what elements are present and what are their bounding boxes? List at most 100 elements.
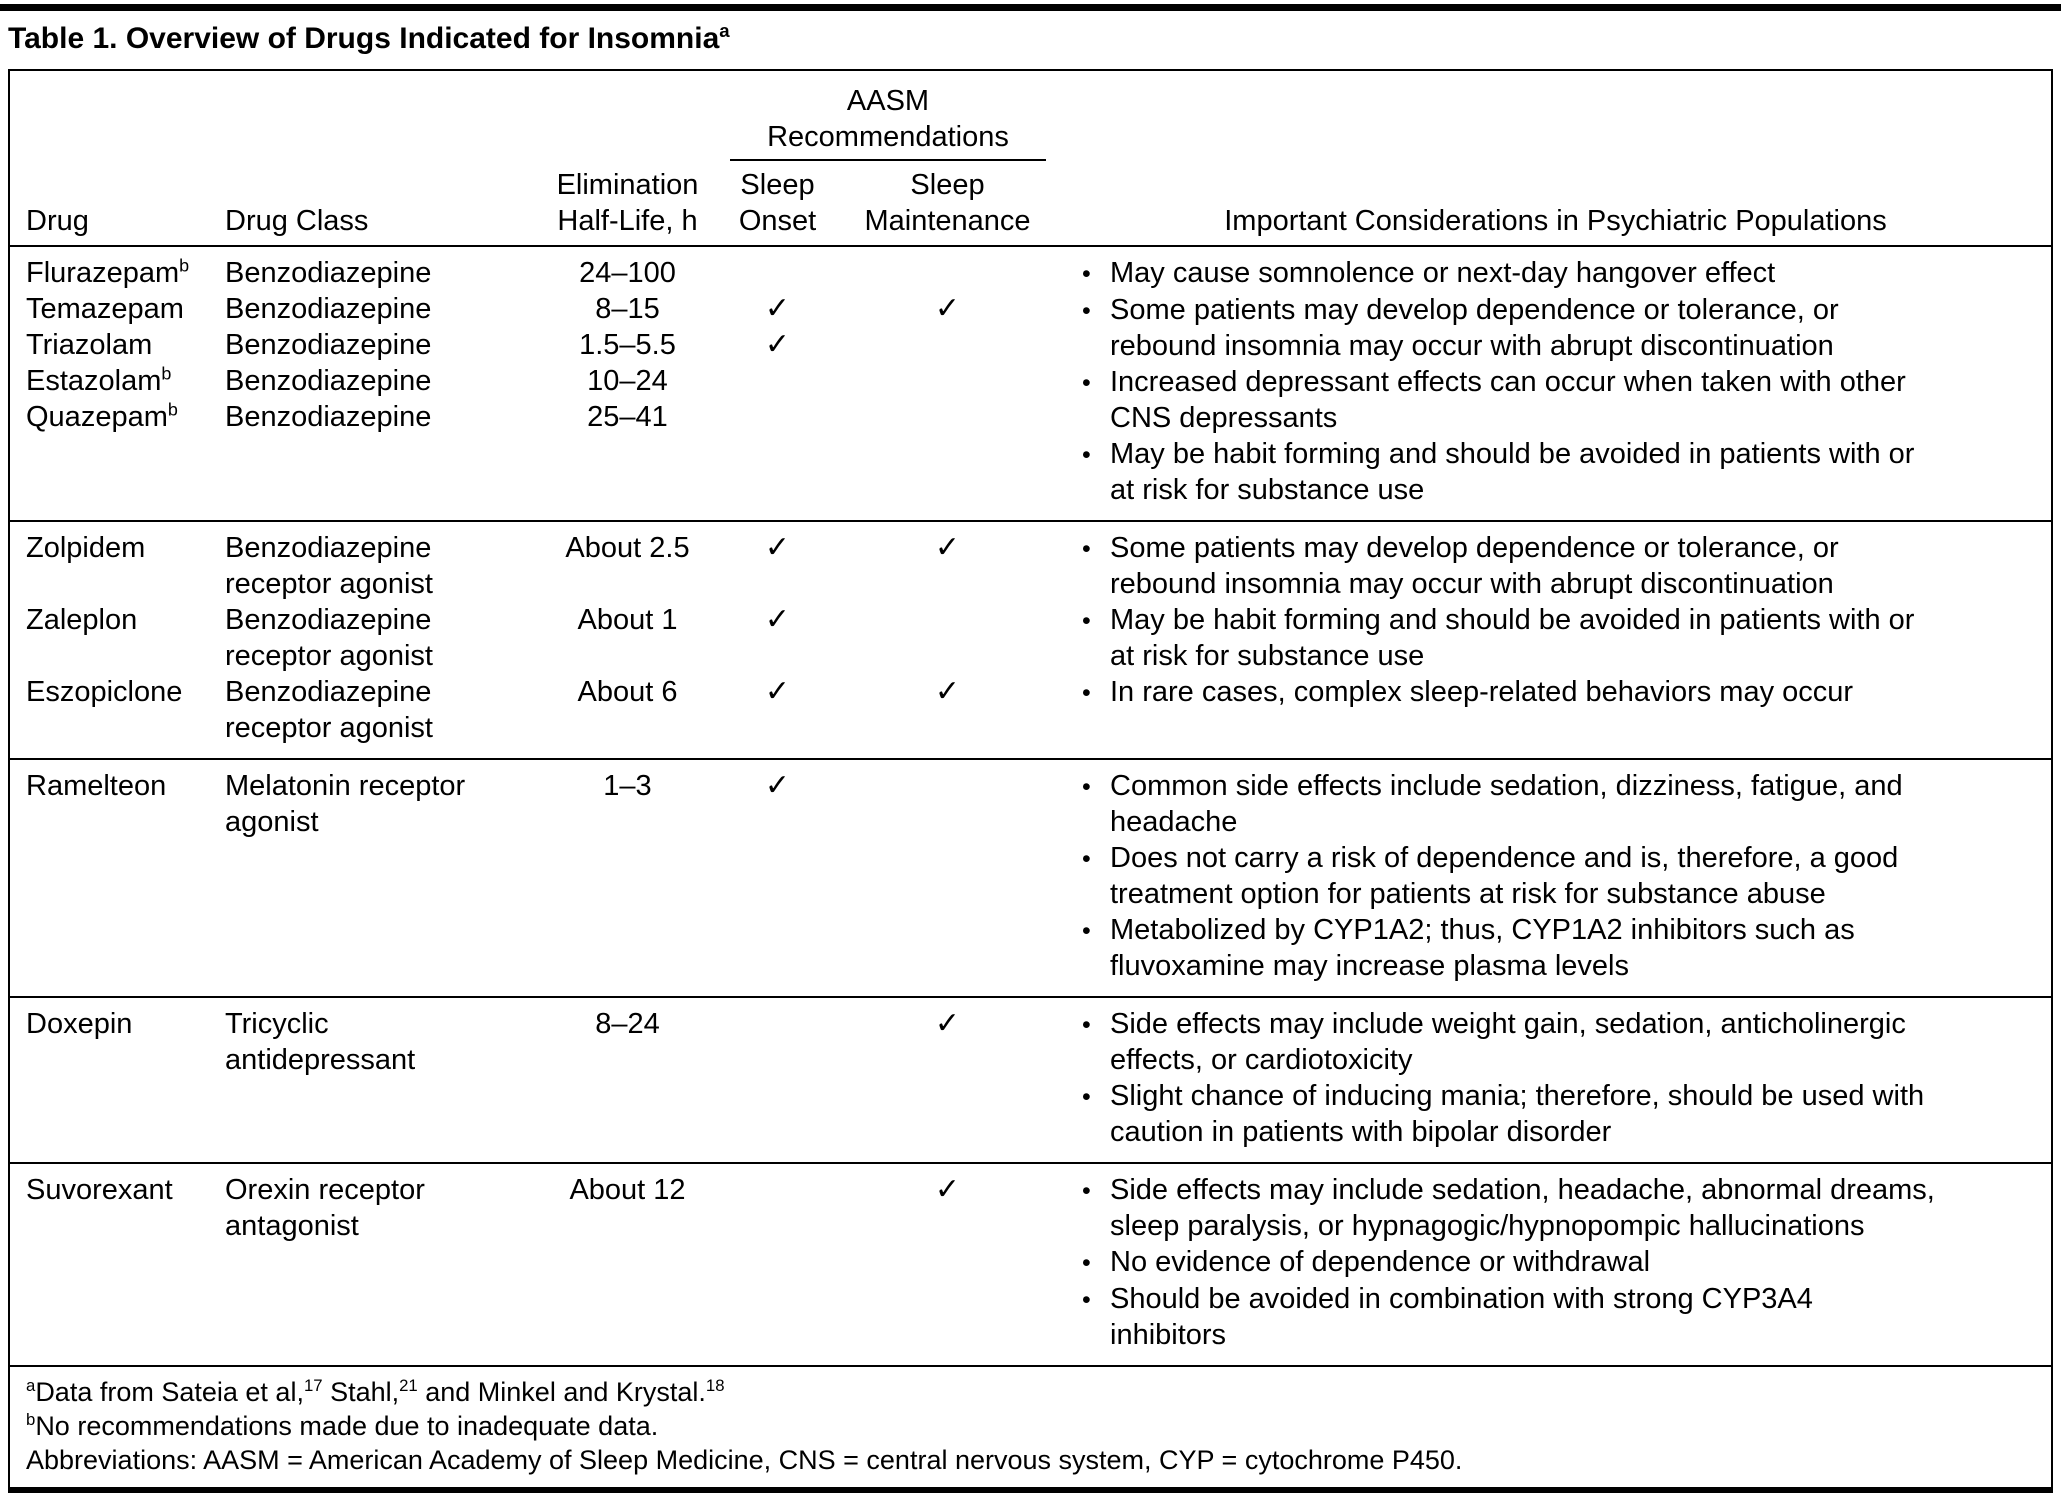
table-row-group-suvorexant: Suvorexant Orexin receptor antagonist Ab… bbox=[10, 1162, 2051, 1365]
half-life-value: About 1 bbox=[577, 604, 678, 636]
footnote-text: No recommendations made due to inadequat… bbox=[35, 1411, 659, 1441]
footnote-superscript: a bbox=[26, 1376, 36, 1395]
drug-class: Melatonin receptor agonist bbox=[225, 770, 466, 838]
footnote-text: Data from Sateia et al, bbox=[35, 1377, 304, 1407]
drug-name-text: Estazolam bbox=[26, 365, 162, 397]
drug-class: Benzodiazepine receptor agonist bbox=[225, 532, 433, 600]
consideration-item: • Should be avoided in combination with s… bbox=[1082, 1281, 2041, 1353]
consideration-item: • Increased depressant effects can occur … bbox=[1082, 364, 2041, 436]
drug-row: Doxepin Tricyclic antidepressant 8–24 ✓ bbox=[10, 1006, 1060, 1078]
consideration-item: • Some patients may develop dependence or… bbox=[1082, 292, 2041, 364]
drug-rows: Flurazepamb Benzodiazepine 24–100 Temaze… bbox=[10, 255, 1060, 435]
bullet-icon: • bbox=[1082, 369, 1091, 397]
drug-class: Benzodiazepine bbox=[225, 365, 432, 397]
considerations-list: • Common side effects include sedation, d… bbox=[1060, 768, 2051, 984]
bullet-icon: • bbox=[1082, 1083, 1091, 1111]
sleep-maintenance-check: ✓ bbox=[934, 1173, 961, 1206]
consideration-item: • May be habit forming and should be avoi… bbox=[1082, 602, 2041, 674]
footnote-data-source: aData from Sateia et al,17 Stahl,21 and … bbox=[26, 1375, 2037, 1409]
sleep-onset-check bbox=[720, 255, 835, 291]
drug-name-text: Flurazepam bbox=[26, 257, 180, 289]
sleep-onset-check bbox=[720, 1172, 835, 1244]
consideration-item: • Common side effects include sedation, d… bbox=[1082, 768, 2041, 840]
table-row-group-ramelteon: Ramelteon Melatonin receptor agonist 1–3… bbox=[10, 758, 2051, 996]
considerations-list: • May cause somnolence or next-day hangov… bbox=[1060, 255, 2051, 508]
consideration-text: Side effects may include sedation, heada… bbox=[1110, 1174, 1935, 1242]
consideration-text: Side effects may include weight gain, se… bbox=[1110, 1008, 1906, 1076]
sleep-onset-check: ✓ bbox=[764, 328, 791, 361]
insomnia-drugs-table: AASM Recommendations Drug Drug Class Eli… bbox=[8, 69, 2053, 1493]
consideration-item: • Side effects may include weight gain, s… bbox=[1082, 1006, 2041, 1078]
bullet-icon: • bbox=[1082, 297, 1091, 325]
sleep-maintenance-check bbox=[835, 327, 1060, 363]
drug-name-text: Doxepin bbox=[26, 1008, 133, 1040]
drug-rows: Doxepin Tricyclic antidepressant 8–24 ✓ bbox=[10, 1006, 1060, 1078]
considerations-list: • Side effects may include sedation, head… bbox=[1060, 1172, 2051, 1353]
drug-row: Flurazepamb Benzodiazepine 24–100 bbox=[10, 255, 1060, 291]
drug-row: Zaleplon Benzodiazepine receptor agonist… bbox=[10, 602, 1060, 674]
col-header-drug: Drug bbox=[26, 205, 89, 237]
sleep-onset-check: ✓ bbox=[764, 292, 791, 325]
drug-name: Triazolam bbox=[10, 327, 225, 363]
sleep-onset-check: ✓ bbox=[764, 603, 791, 636]
drug-name: Eszopiclone bbox=[10, 674, 225, 746]
bullet-icon: • bbox=[1082, 441, 1091, 469]
footnote-abbreviations: Abbreviations: AASM = American Academy o… bbox=[26, 1445, 1463, 1475]
half-life-value: 24–100 bbox=[579, 257, 676, 289]
table-row-group-doxepin: Doxepin Tricyclic antidepressant 8–24 ✓ … bbox=[10, 996, 2051, 1162]
table-title-superscript: a bbox=[719, 20, 730, 41]
aasm-recommendations-spanner-header: AASM Recommendations bbox=[730, 83, 1046, 161]
consideration-text: No evidence of dependence or withdrawal bbox=[1110, 1246, 1651, 1278]
consideration-text: Common side effects include sedation, di… bbox=[1110, 770, 1903, 838]
half-life-value: 25–41 bbox=[587, 401, 668, 433]
bullet-icon: • bbox=[1082, 535, 1091, 563]
page: { "title": { "text": "Table 1. Overview … bbox=[0, 4, 2061, 1493]
sleep-maintenance-check bbox=[835, 602, 1060, 674]
col-header-sleep-maintenance: Sleep Maintenance bbox=[864, 169, 1031, 237]
col-header-sleep-onset: Sleep Onset bbox=[738, 169, 817, 237]
drug-class: Benzodiazepine bbox=[225, 329, 432, 361]
half-life-value: About 12 bbox=[569, 1174, 686, 1206]
sleep-onset-check bbox=[720, 399, 835, 435]
drug-name: Zolpidem bbox=[10, 530, 225, 602]
consideration-item: • May be habit forming and should be avoi… bbox=[1082, 436, 2041, 508]
consideration-item: • Some patients may develop dependence or… bbox=[1082, 530, 2041, 602]
drug-name-text: Triazolam bbox=[26, 329, 153, 361]
drug-class: Benzodiazepine receptor agonist bbox=[225, 676, 433, 744]
bullet-icon: • bbox=[1082, 679, 1091, 707]
drug-class: Orexin receptor antagonist bbox=[225, 1174, 425, 1242]
drug-name-superscript: b bbox=[179, 255, 190, 276]
bullet-icon: • bbox=[1082, 1011, 1091, 1039]
footnotes: aData from Sateia et al,17 Stahl,21 and … bbox=[10, 1365, 2051, 1487]
drug-name-superscript: b bbox=[167, 399, 178, 420]
sleep-maintenance-check bbox=[835, 255, 1060, 291]
drug-row: Eszopiclone Benzodiazepine receptor agon… bbox=[10, 674, 1060, 746]
bullet-icon: • bbox=[1082, 1286, 1091, 1314]
top-rule bbox=[0, 4, 2061, 11]
consideration-text: Slight chance of inducing mania; therefo… bbox=[1110, 1080, 1925, 1148]
consideration-item: • Side effects may include sedation, head… bbox=[1082, 1172, 2041, 1244]
col-header-drug-class: Drug Class bbox=[225, 205, 369, 237]
footnote-text: and Minkel and Krystal. bbox=[417, 1377, 706, 1407]
sleep-maintenance-check: ✓ bbox=[934, 292, 961, 325]
half-life-value: About 6 bbox=[577, 676, 678, 708]
half-life-value: About 2.5 bbox=[565, 532, 690, 564]
drug-name-text: Quazepam bbox=[26, 401, 168, 433]
drug-class: Benzodiazepine bbox=[225, 293, 432, 325]
table-title: Table 1. Overview of Drugs Indicated for… bbox=[8, 19, 2053, 59]
footnote-superscript: b bbox=[26, 1410, 36, 1429]
reference-superscript: 17 bbox=[303, 1376, 323, 1395]
table-title-text: Table 1. Overview of Drugs Indicated for… bbox=[8, 22, 720, 55]
drug-row: Suvorexant Orexin receptor antagonist Ab… bbox=[10, 1172, 1060, 1244]
reference-superscript: 18 bbox=[705, 1376, 725, 1395]
drug-name: Suvorexant bbox=[10, 1172, 225, 1244]
bullet-icon: • bbox=[1082, 260, 1091, 288]
consideration-text: Some patients may develop dependence or … bbox=[1110, 294, 1839, 362]
drug-name-superscript: b bbox=[161, 363, 172, 384]
drug-rows: Suvorexant Orexin receptor antagonist Ab… bbox=[10, 1172, 1060, 1244]
drug-row: Temazepam Benzodiazepine 8–15 ✓ ✓ bbox=[10, 291, 1060, 327]
consideration-text: Increased depressant effects can occur w… bbox=[1110, 366, 1906, 434]
table-row-group-bzra: Zolpidem Benzodiazepine receptor agonist… bbox=[10, 520, 2051, 758]
consideration-item: • No evidence of dependence or withdrawal bbox=[1082, 1244, 2041, 1281]
footnote-no-recommendations: bNo recommendations made due to inadequa… bbox=[26, 1409, 2037, 1443]
